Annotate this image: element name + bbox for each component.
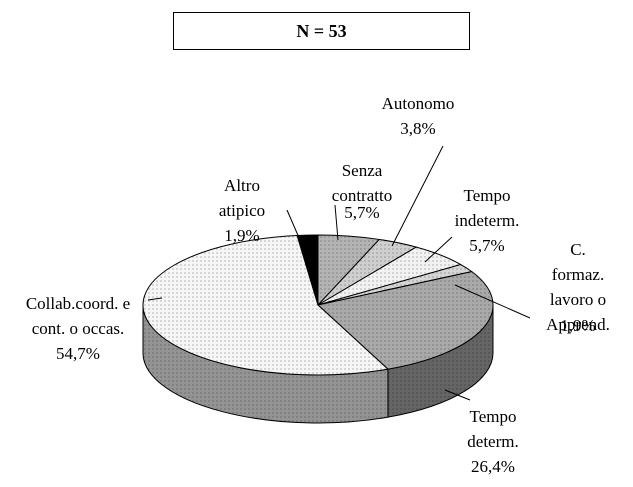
slice-value-label: 1,9% bbox=[224, 226, 260, 245]
slice-label: Altro atipico bbox=[218, 176, 266, 220]
slice-value-label: 26,4% bbox=[471, 457, 515, 476]
slice-label: Tempo determ. bbox=[467, 407, 519, 451]
slice-side-texture bbox=[143, 305, 388, 424]
slice-value-label: 5,7% bbox=[344, 203, 380, 222]
leader-line bbox=[286, 209, 301, 241]
slice-texture bbox=[318, 264, 472, 305]
slice-texture bbox=[143, 235, 388, 375]
leader-line bbox=[391, 145, 444, 247]
slice-value-label: 3,8% bbox=[400, 119, 436, 138]
slice-value-label: 5,7% bbox=[469, 236, 505, 255]
chart-title: N = 53 bbox=[173, 12, 470, 50]
leader-line bbox=[334, 204, 339, 241]
slice-side-texture bbox=[387, 305, 493, 418]
slice-label: Autonomo bbox=[381, 94, 455, 113]
leader-line bbox=[424, 236, 453, 263]
leader-line bbox=[444, 389, 471, 401]
slice-label: Tempo indeterm. bbox=[454, 186, 520, 230]
slice-value-label: 1,9% bbox=[560, 316, 596, 335]
slice-texture bbox=[318, 235, 380, 305]
slice-label: Collab.coord. e cont. o occas. bbox=[25, 294, 131, 338]
slice-label: Senza contratto bbox=[331, 161, 393, 205]
slice-label: C. formaz. lavoro o Apprend. bbox=[546, 240, 610, 334]
leader-line bbox=[454, 284, 531, 319]
leader-line bbox=[147, 297, 163, 301]
slice-value-label: 54,7% bbox=[56, 344, 100, 363]
slice-texture bbox=[297, 235, 318, 305]
slice-texture bbox=[318, 239, 417, 305]
